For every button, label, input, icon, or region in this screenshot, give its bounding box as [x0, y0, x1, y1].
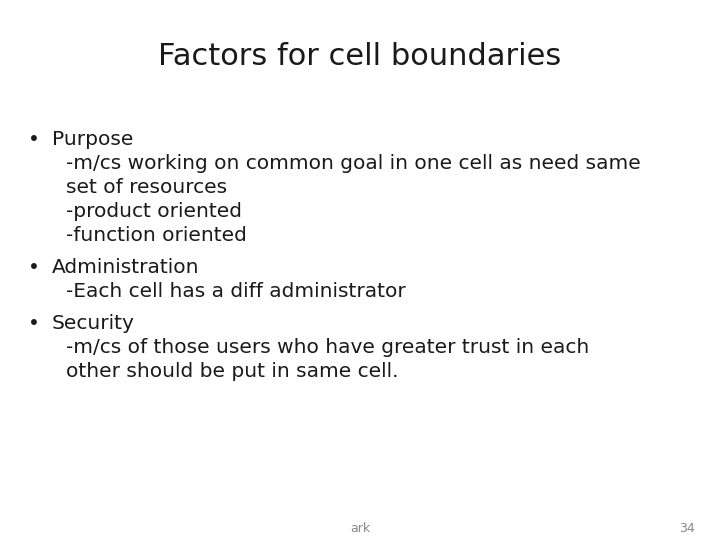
- Text: -product oriented: -product oriented: [66, 202, 242, 221]
- Text: 34: 34: [679, 522, 695, 535]
- Text: •: •: [28, 258, 40, 277]
- Text: -function oriented: -function oriented: [66, 226, 247, 245]
- Text: Factors for cell boundaries: Factors for cell boundaries: [158, 42, 562, 71]
- Text: ark: ark: [350, 522, 370, 535]
- Text: Administration: Administration: [52, 258, 199, 277]
- Text: -Each cell has a diff administrator: -Each cell has a diff administrator: [66, 282, 406, 301]
- Text: -m/cs working on common goal in one cell as need same
set of resources: -m/cs working on common goal in one cell…: [66, 154, 641, 197]
- Text: •: •: [28, 314, 40, 333]
- Text: -m/cs of those users who have greater trust in each
other should be put in same : -m/cs of those users who have greater tr…: [66, 338, 589, 381]
- Text: •: •: [28, 130, 40, 149]
- Text: Security: Security: [52, 314, 135, 333]
- Text: Purpose: Purpose: [52, 130, 133, 149]
